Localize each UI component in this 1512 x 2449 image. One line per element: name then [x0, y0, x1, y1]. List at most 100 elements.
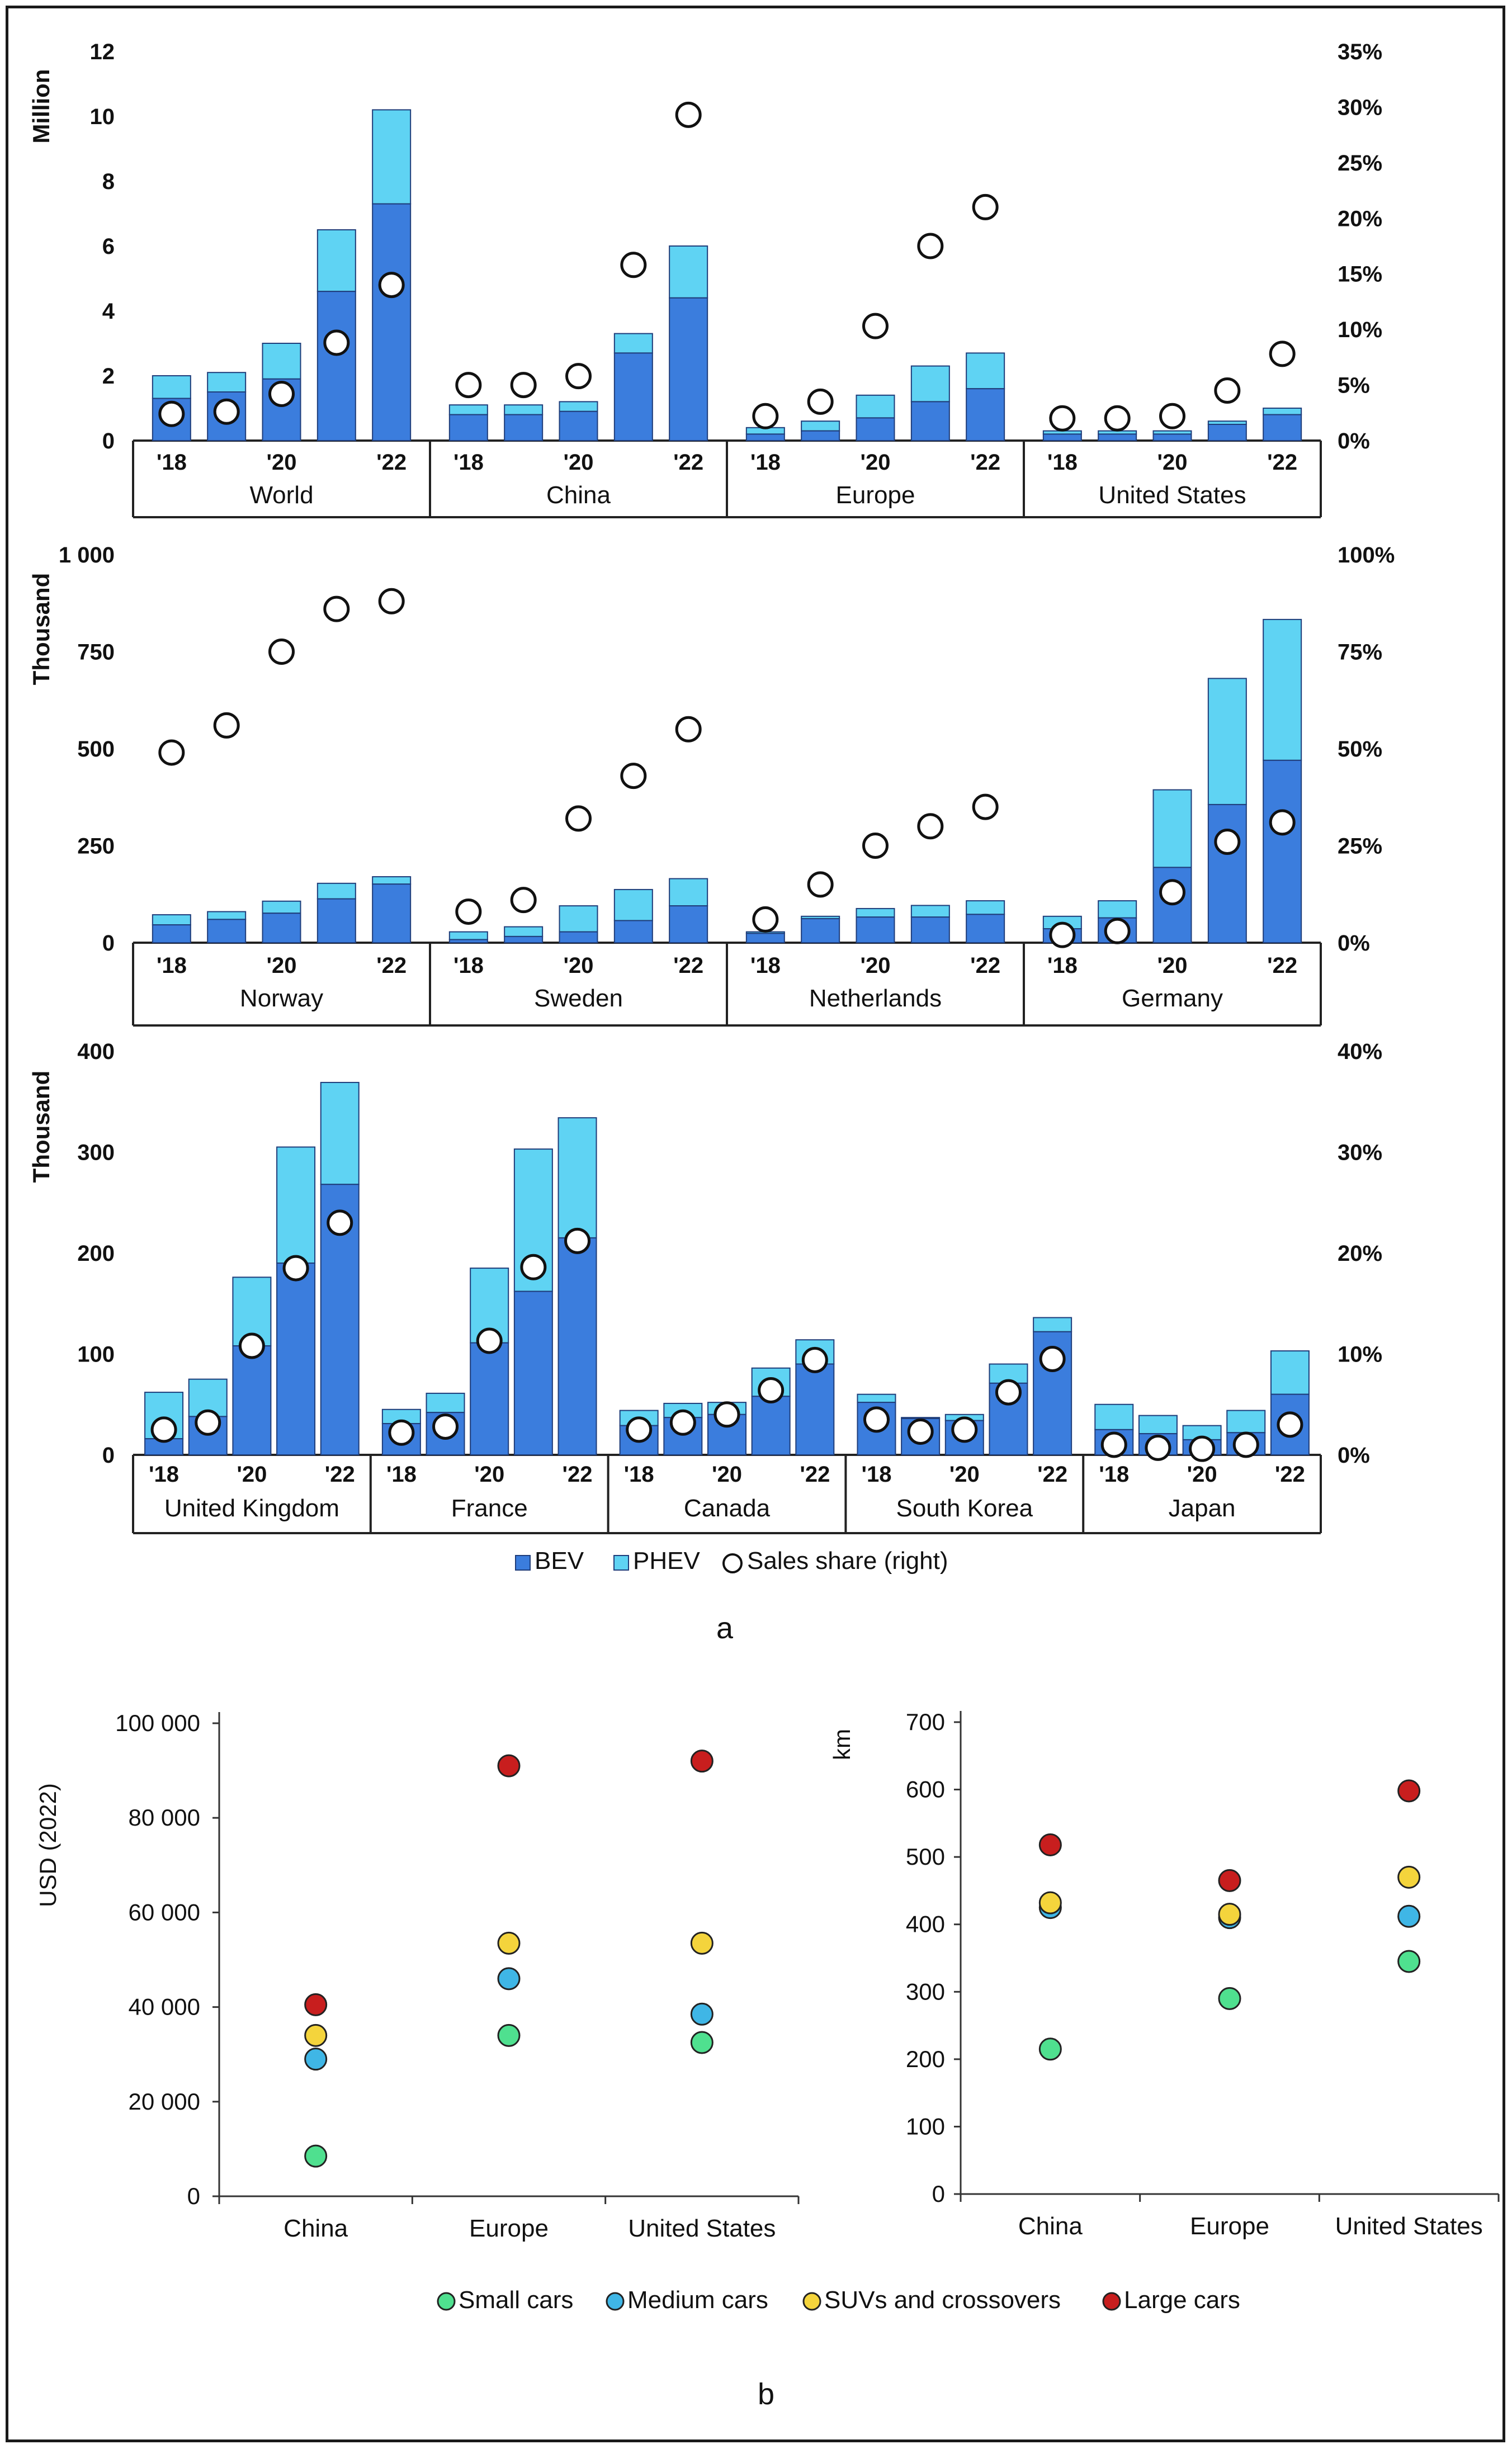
phev-bar	[559, 401, 598, 412]
share-tick-label: 15%	[1338, 262, 1382, 287]
phev-bar	[372, 109, 412, 205]
y-tick-label: 1 000	[59, 543, 115, 568]
sales-share-marker	[917, 233, 944, 259]
sales-share-marker	[213, 398, 240, 425]
sales-share-marker	[669, 1409, 696, 1436]
share-tick-label: 30%	[1338, 1141, 1382, 1165]
data-point	[690, 2031, 714, 2054]
data-point	[690, 2002, 714, 2026]
sales-share-marker	[752, 906, 779, 933]
data-point	[304, 2048, 328, 2071]
sales-share-marker	[675, 716, 702, 743]
data-point	[690, 1750, 714, 1773]
legend-label: Medium cars	[627, 2286, 768, 2314]
sales-share-marker	[620, 252, 647, 278]
share-tick-label: 40%	[1338, 1039, 1382, 1064]
panel-a-caption: a	[716, 1611, 734, 1645]
x-category-label: China	[284, 2215, 348, 2242]
panel-b-caption: b	[758, 2377, 774, 2411]
data-point	[304, 2144, 328, 2168]
legend-marker	[802, 2292, 821, 2311]
bev-bar	[613, 352, 653, 442]
sales-share-marker	[917, 813, 944, 840]
data-point	[1038, 2037, 1062, 2061]
year-tick-label: '18	[149, 1462, 179, 1487]
x-category-label: Europe	[469, 2215, 549, 2242]
group-label: China	[546, 481, 611, 509]
sales-share-marker	[620, 763, 647, 789]
sales-share-marker	[863, 1406, 890, 1433]
share-tick-label: 75%	[1338, 640, 1382, 665]
y-axis-label: USD (2022)	[35, 1783, 61, 1907]
phev-bar	[316, 229, 356, 292]
y-tick-label: 0	[932, 2181, 945, 2207]
data-point	[1218, 1903, 1241, 1926]
phev-bar	[1207, 678, 1247, 805]
phev-bar	[316, 882, 356, 900]
bev-bar	[1207, 803, 1247, 944]
y-tick-label: 700	[906, 1709, 945, 1735]
bev-bar	[856, 916, 895, 944]
sales-share-marker	[807, 871, 834, 898]
phev-bar	[1226, 1410, 1266, 1434]
bev-bar	[966, 388, 1005, 442]
bev-bar	[448, 939, 488, 943]
phev-bar	[966, 900, 1005, 915]
legend-bev-label: BEV	[535, 1547, 584, 1575]
phev-bar	[1182, 1425, 1222, 1440]
sales-share-marker	[862, 313, 889, 339]
data-point	[497, 1754, 521, 1777]
bev-bar	[910, 401, 950, 442]
sales-share-marker	[1214, 377, 1241, 404]
share-tick-label: 35%	[1338, 40, 1382, 64]
bev-bar	[372, 203, 412, 441]
sales-share-marker	[807, 388, 834, 415]
sales-share-marker	[626, 1416, 653, 1443]
data-point	[304, 2024, 328, 2047]
legend-label: Large cars	[1124, 2286, 1240, 2314]
y-tick-label: 300	[906, 1978, 945, 2004]
y-tick-label: 750	[77, 640, 115, 665]
year-tick-label: '22	[563, 1462, 593, 1487]
data-point	[1038, 1891, 1062, 1914]
legend-label: SUVs and crossovers	[824, 2286, 1061, 2314]
year-tick-label: '20	[949, 1462, 980, 1487]
legend-share-label: Sales share (right)	[747, 1547, 948, 1575]
bev-bar	[613, 920, 653, 944]
bev-bar	[1098, 433, 1137, 442]
y-tick-label: 100 000	[115, 1710, 200, 1736]
group-label: Canada	[684, 1495, 771, 1522]
year-tick-label: '20	[563, 450, 593, 475]
legend-label: Small cars	[459, 2286, 573, 2314]
y-tick-label: 0	[187, 2183, 200, 2209]
data-point	[497, 1967, 521, 1991]
bev-bar	[316, 898, 356, 943]
y-tick-label: 10	[90, 105, 115, 129]
sales-share-marker	[455, 372, 482, 399]
sales-share-marker	[1049, 921, 1076, 948]
y-tick-label: 12	[90, 40, 115, 64]
year-tick-label: '20	[563, 953, 593, 978]
y-axis-unit-label: Thousand	[28, 573, 54, 685]
phev-bar	[262, 343, 301, 380]
y-tick-label: 60 000	[129, 1899, 200, 1925]
bev-bar	[1263, 759, 1302, 943]
data-point	[304, 1993, 328, 2016]
y-tick-label: 100	[77, 1342, 115, 1367]
year-tick-label: '18	[453, 953, 484, 978]
sales-share-marker	[388, 1419, 415, 1446]
sales-share-marker	[378, 272, 405, 299]
phev-bar	[152, 375, 191, 399]
share-tick-label: 20%	[1338, 206, 1382, 231]
phev-bar	[1152, 789, 1192, 868]
share-tick-label: 20%	[1338, 1241, 1382, 1266]
sales-share-marker	[213, 712, 240, 739]
phev-bar	[207, 911, 247, 920]
bev-bar	[801, 430, 840, 441]
share-tick-label: 50%	[1338, 737, 1382, 762]
group-label: Norway	[240, 985, 323, 1012]
data-point	[1218, 1987, 1241, 2010]
sales-share-marker	[520, 1254, 547, 1280]
year-tick-label: '18	[453, 450, 484, 475]
share-tick-label: 10%	[1338, 318, 1382, 342]
